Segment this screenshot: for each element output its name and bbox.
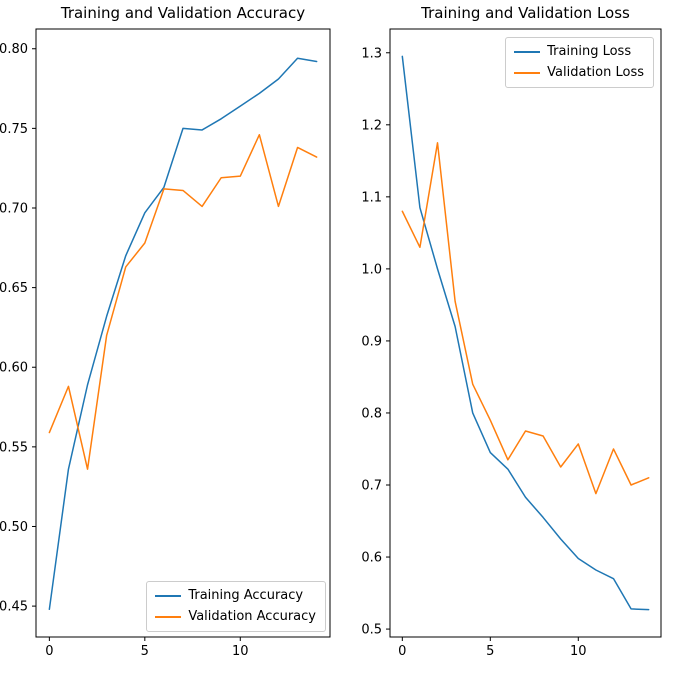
legend-item-training-loss: Training Loss [514,43,644,61]
accuracy-plot-area: 0 5 10 0.45 0.50 0.55 0.60 0.65 0.70 0.75 0.80 [0,28,331,659]
legend-label-validation-loss: Validation Loss [547,65,644,80]
training-accuracy-line-swatch [155,595,182,597]
y-tick-label: 0.50 [0,520,28,535]
x-tick-label: 0 [45,644,53,659]
y-tick-label: 0.80 [0,42,28,57]
x-tick-label: 0 [398,644,406,659]
y-tick-label: 0.60 [0,361,28,376]
y-tick-label: 0.5 [361,623,382,638]
axes-border [389,28,662,638]
loss-plot-area: 0 5 10 0.5 0.6 0.7 0.8 0.9 1.0 1.1 1.2 1.3 [361,28,662,659]
y-tick-label: 0.75 [0,122,28,137]
accuracy-chart-title: Training and Validation Accuracy [60,4,306,22]
axes-border [35,28,331,638]
loss-chart-title: Training and Validation Loss [421,4,630,22]
series-line-validation-loss [401,142,650,495]
y-tick-label: 0.70 [0,201,28,216]
accuracy-chart: 0 5 10 0.45 0.50 0.55 0.60 0.65 0.70 0.75 0.80 Tra… [0,4,331,659]
legend-label-training-accuracy: Training Accuracy [188,588,304,603]
x-tick-label: 5 [141,644,149,659]
legend-item-validation-accuracy: Validation Accuracy [155,608,316,626]
legend-label-training-loss: Training Loss [547,44,632,59]
y-tick-label: 1.0 [361,262,382,277]
series-line-training-accuracy [48,57,318,611]
y-tick-label: 0.65 [0,281,28,296]
accuracy-legend: Training Accuracy Validation Accuracy [146,581,326,632]
series-line-validation-accuracy [48,133,318,470]
y-tick-label: 1.3 [361,46,382,61]
loss-chart: 0 5 10 0.5 0.6 0.7 0.8 0.9 1.0 1.1 1.2 1.3 Training… [340,0,680,682]
y-tick-label: 0.45 [0,600,28,615]
y-tick-label: 0.9 [361,334,382,349]
y-tick-label: 0.6 [361,551,382,566]
legend-label-validation-accuracy: Validation Accuracy [188,609,316,624]
legend-item-validation-loss: Validation Loss [514,64,644,82]
x-tick-label: 10 [570,644,587,659]
legend-item-training-accuracy: Training Accuracy [155,587,316,605]
series-line-training-loss [401,55,650,611]
x-tick-label: 5 [486,644,494,659]
y-tick-label: 0.7 [361,479,382,494]
y-tick-label: 1.2 [361,118,382,133]
training-loss-line-swatch [514,51,541,53]
y-tick-label: 0.55 [0,440,28,455]
y-tick-label: 0.8 [361,406,382,421]
loss-legend: Training Loss Validation Loss [505,37,654,88]
y-tick-label: 1.1 [361,190,382,205]
validation-accuracy-line-swatch [155,616,182,618]
x-tick-label: 10 [232,644,249,659]
validation-loss-line-swatch [514,72,541,74]
